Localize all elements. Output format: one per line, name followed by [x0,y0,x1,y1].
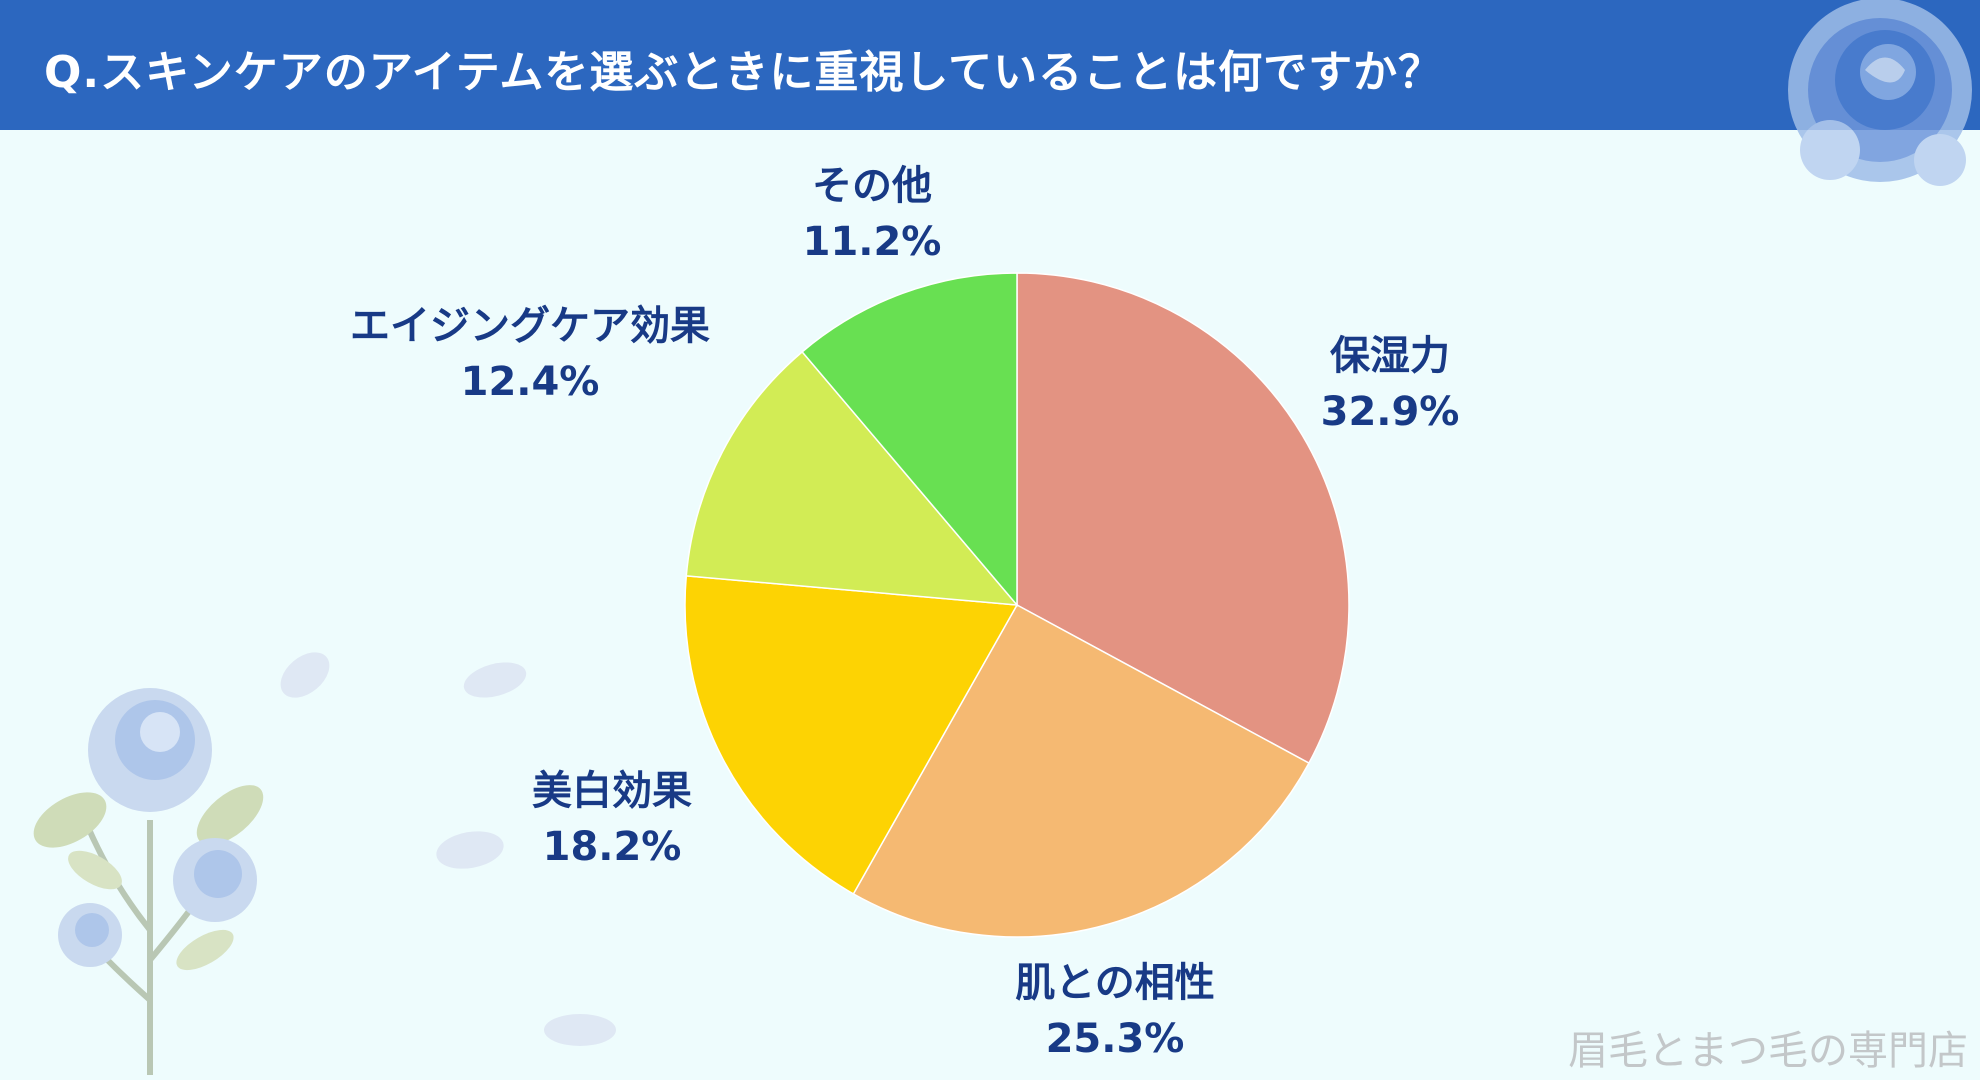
label-sonota: その他 11.2% [803,158,942,270]
slice-value-label: 11.2% [802,219,942,265]
slice-category-label: 保湿力 [1330,333,1450,379]
blue-rose-bouquet-icon [33,688,264,1075]
slice-category-label: エイジングケア効果 [350,303,710,349]
question-title: Q.スキンケアのアイテムを選ぶときに重視していることは何ですか？ [44,47,1444,98]
slice-category-label: 美白効果 [532,768,692,814]
pie-slice-2 [684,575,1019,895]
slice-value-label: 25.3% [1045,1016,1185,1062]
slice-value-label: 12.4% [460,359,600,405]
pie-slice-4 [801,272,1018,608]
slice-value-label: 18.2% [542,824,682,870]
pie-slice-0 [1016,272,1350,765]
label-hada-aisho: 肌との相性 25.3% [1015,955,1215,1067]
blue-rose-icon [1788,0,1972,186]
pie-slice-1 [852,603,1310,938]
label-bihaku: 美白効果 18.2% [532,763,692,875]
slice-category-label: 肌との相性 [1015,960,1215,1006]
label-hoshitsuryoku: 保湿力 32.9% [1321,328,1460,440]
petal-icon [280,652,616,1046]
header-bar: Q.スキンケアのアイテムを選ぶときに重視していることは何ですか？ [0,0,1980,130]
shop-watermark: 眉毛とまつ毛の専門店 [1568,1028,1968,1074]
label-aging-care: エイジングケア効果 12.4% [350,298,710,410]
slice-value-label: 32.9% [1320,389,1460,435]
pie-slice-3 [685,350,1019,606]
slice-category-label: その他 [812,163,932,209]
